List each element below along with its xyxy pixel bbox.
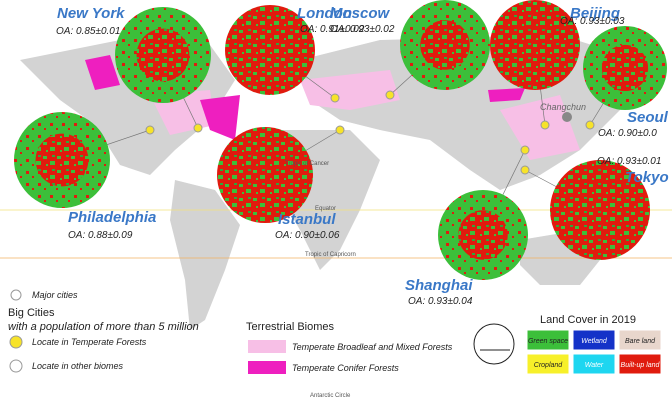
land-cover-swatch	[618, 353, 662, 375]
city-name: Tokyo	[625, 169, 669, 186]
city-core	[35, 133, 89, 187]
other: Locate in other biomes	[32, 361, 124, 371]
city-core	[458, 210, 508, 260]
city-name: Philadelphia	[68, 209, 156, 226]
land-cover-label: Green space	[528, 338, 568, 345]
city-core	[601, 44, 649, 92]
city-accuracy: OA: 0.93±0.03	[560, 16, 625, 27]
land-cover-label: Built-up land	[621, 362, 661, 369]
biomes-title: Terrestrial Biomes	[246, 321, 335, 333]
land-cover-swatch	[572, 329, 616, 351]
temperate-city-icon	[9, 335, 23, 349]
land-cover-title: Land Cover in 2019	[540, 314, 636, 326]
city-accuracy: OA: 0.93±0.02	[330, 24, 395, 35]
city-marker	[520, 165, 530, 175]
city-accuracy: OA: 0.91±0.02	[300, 24, 365, 35]
city-name: Beijing	[570, 5, 620, 22]
broadleaf: Temperate Broadleaf and Mixed Forests	[292, 342, 453, 352]
changchun-marker	[562, 112, 572, 122]
broadleaf-swatch	[248, 340, 286, 353]
city-accuracy: OA: 0.93±0.01	[597, 156, 661, 167]
antarctic: Antarctic Circle	[310, 393, 351, 399]
city-marker	[335, 125, 345, 135]
city-core	[510, 20, 560, 70]
city-marker	[193, 123, 203, 133]
land-cover-label: Water	[585, 362, 604, 369]
city-marker	[585, 120, 595, 130]
city-name: Moscow	[330, 5, 391, 22]
city-name: Istanbul	[278, 211, 336, 228]
land-cover-swatch	[618, 329, 662, 351]
major: Major cities	[32, 290, 78, 300]
land-cover-swatch	[526, 353, 570, 375]
city-accuracy: OA: 0.90±0.0	[598, 128, 657, 139]
land-cover-swatch	[526, 329, 570, 351]
equator: Equator	[315, 206, 336, 212]
changchun: Changchun	[540, 102, 586, 112]
city-name: London	[297, 5, 352, 22]
city-accuracy: OA: 0.93±0.04	[408, 296, 473, 307]
tropic-capricorn: Tropic of Capricorn	[305, 252, 356, 258]
city-core	[238, 148, 292, 202]
temperate: Locate in Temperate Forests	[32, 337, 147, 347]
city-marker	[385, 90, 395, 100]
big-title: Big Cities	[8, 307, 55, 319]
city-core	[572, 182, 628, 238]
big-subtitle: with a population of more than 5 million	[8, 321, 199, 333]
city-accuracy: OA: 0.85±0.01	[56, 26, 120, 37]
major-city-icon	[10, 289, 22, 301]
conifer-swatch	[248, 361, 286, 374]
land-cover-swatch	[572, 353, 616, 375]
city-accuracy: OA: 0.88±0.09	[68, 230, 133, 241]
city-core	[245, 25, 295, 75]
city-name: New York	[57, 5, 125, 22]
conifer-areas	[85, 55, 525, 140]
land-cover-label: Cropland	[534, 362, 564, 369]
city-core	[136, 28, 190, 82]
city-marker	[330, 93, 340, 103]
city-marker	[540, 120, 550, 130]
city-marker	[520, 145, 530, 155]
city-accuracy: OA: 0.90±0.06	[275, 230, 340, 241]
city-core	[420, 20, 470, 70]
city-name: Seoul	[627, 109, 669, 126]
city-marker	[145, 125, 155, 135]
conifer: Temperate Conifer Forests	[292, 363, 399, 373]
other-city-icon	[9, 359, 23, 373]
land-cover-label: Wetland	[581, 338, 608, 345]
land-cover-label: Bare land	[625, 338, 656, 345]
scale-circle	[473, 323, 515, 365]
legend	[9, 289, 515, 374]
tropic-cancer: Tropic of Cancer	[285, 161, 329, 167]
city-name: Shanghai	[405, 277, 473, 294]
